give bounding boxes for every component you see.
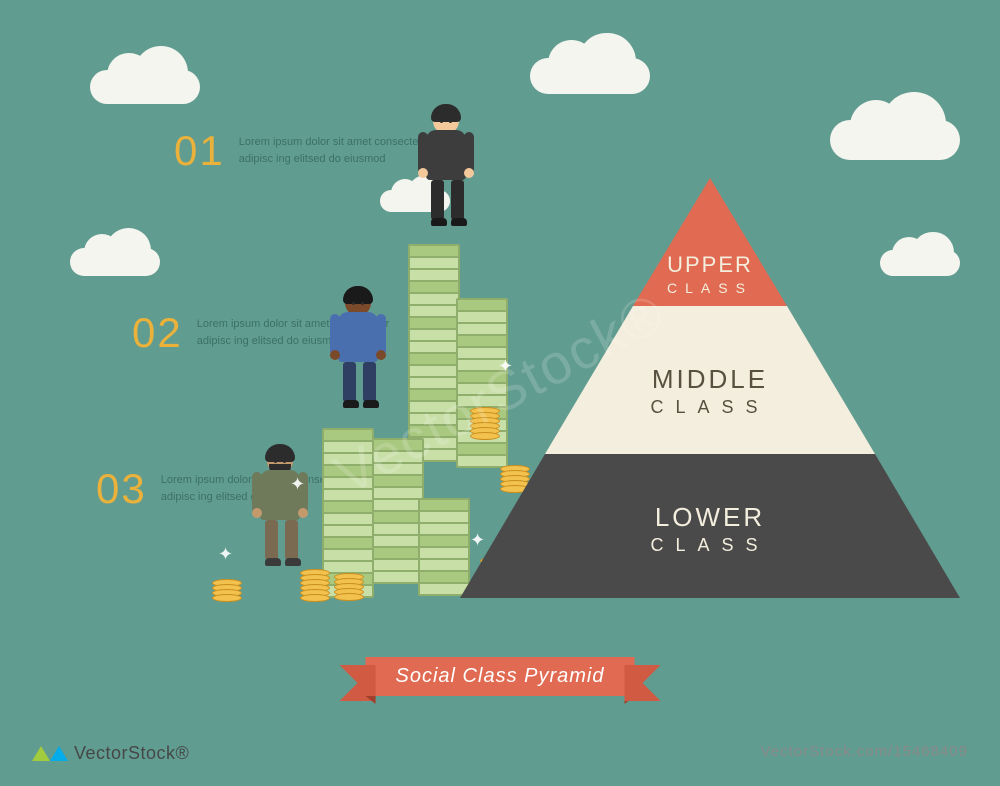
- coin-stack-icon: [334, 576, 364, 601]
- tier-label-middle: MIDDLE CLASS: [470, 364, 950, 418]
- cash-stack-icon: [372, 440, 424, 584]
- item-number: 02: [132, 312, 183, 354]
- sparkle-icon: ✦: [218, 544, 233, 565]
- ribbon-text: Social Class Pyramid: [396, 665, 605, 687]
- cloud-icon: [90, 70, 200, 104]
- item-description: Lorem ipsum dolor sit amet consectetur a…: [239, 130, 434, 167]
- person-middle: [330, 290, 386, 408]
- coin-stack-icon: [300, 572, 330, 602]
- tier-label-lower: LOWER CLASS: [470, 502, 950, 556]
- watermark-logo: VectorStock®: [32, 743, 189, 764]
- item-number: 01: [174, 130, 225, 172]
- item-number: 03: [96, 468, 147, 510]
- person-lower: [252, 448, 308, 566]
- coin-stack-icon: [212, 582, 242, 602]
- list-item: 01 Lorem ipsum dolor sit amet consectetu…: [174, 130, 434, 172]
- cloud-icon: [70, 248, 160, 276]
- sparkle-icon: ✦: [470, 530, 485, 551]
- cloud-icon: [830, 120, 960, 160]
- sparkle-icon: ✦: [290, 474, 305, 495]
- social-class-pyramid: UPPER CLASS MIDDLE CLASS LOWER CLASS: [470, 178, 950, 598]
- title-ribbon: Social Class Pyramid: [366, 657, 635, 696]
- cash-stack-icon: [408, 246, 460, 462]
- watermark-id: VectorStock.com/15468409: [761, 743, 968, 760]
- cloud-icon: [530, 58, 650, 94]
- list-item: 03 Lorem ipsum dolor sit amet consectetu…: [96, 468, 356, 510]
- tier-label-upper: UPPER CLASS: [470, 252, 950, 296]
- sparkle-icon: ✦: [498, 356, 513, 377]
